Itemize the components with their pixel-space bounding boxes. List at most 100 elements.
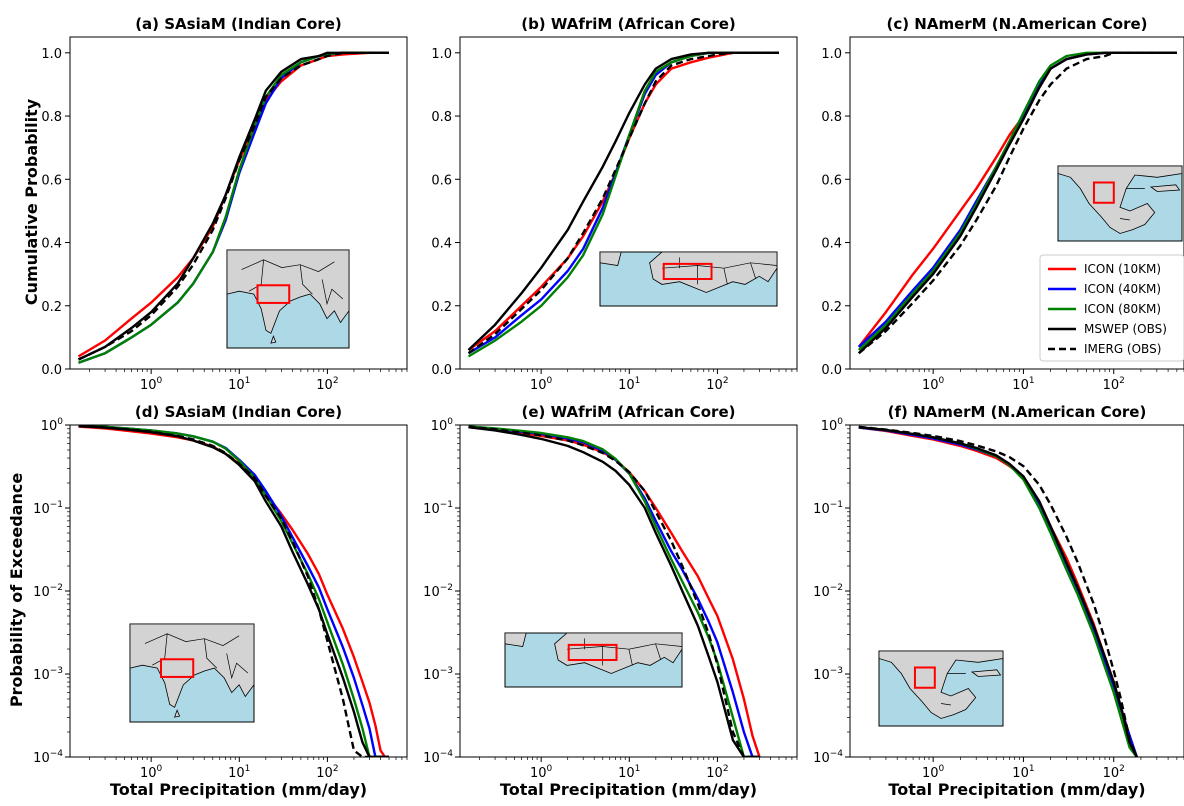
y-tick-label: 0.0: [431, 363, 452, 378]
x-tick-label: 100: [530, 764, 553, 781]
y-tick-label: 1.0: [41, 47, 62, 62]
inset-border: [241, 259, 335, 272]
legend-label: IMERG (OBS): [1084, 342, 1161, 356]
inset-map-5: [504, 632, 683, 688]
x-tick-label: 101: [228, 376, 250, 393]
y-tick-label: 0.6: [41, 173, 62, 188]
y-tick-label: 10−4: [423, 749, 453, 766]
plot-frame: [849, 424, 1184, 758]
inset-border: [723, 268, 728, 285]
y-tick-label: 100: [41, 417, 64, 434]
legend: ICON (10KM) ICON (40KM) ICON (80KM) MSWEP (…: [1039, 254, 1184, 362]
x-axis-label: Total Precipitation (mm/day): [888, 780, 1145, 799]
series-line-imerg-obs: [858, 51, 1177, 355]
inset-region-box: [662, 262, 713, 281]
inset-region-box: [913, 666, 936, 689]
inset-island: [270, 335, 277, 344]
plot-frame: [849, 36, 1184, 370]
y-tick-label: 0.4: [431, 237, 452, 252]
inset-region-box: [160, 658, 195, 678]
inset-land: [878, 650, 1004, 719]
series-line-icon-80km: [468, 425, 760, 757]
inset-land: [504, 632, 527, 647]
y-tick-label: 10−1: [33, 500, 63, 517]
inset-border: [750, 262, 757, 280]
y-tick-label: 0.2: [431, 300, 452, 315]
x-tick-label: 102: [316, 376, 338, 393]
inset-island: [1149, 184, 1181, 192]
x-tick-label: 102: [1103, 376, 1125, 393]
series-group: [467, 51, 779, 358]
x-axis-label: Total Precipitation (mm/day): [110, 780, 367, 799]
plot-frame: [459, 36, 798, 370]
inset-border: [655, 643, 662, 661]
inset-map-2: [599, 251, 778, 307]
inset-map-3: [1057, 165, 1183, 242]
legend-label: ICON (80KM): [1084, 302, 1161, 316]
y-tick-label: 0.6: [431, 173, 452, 188]
y-tick-label: 10−4: [813, 749, 843, 766]
inset-region-box: [256, 284, 291, 304]
x-tick-label: 101: [618, 376, 640, 393]
series-line-imerg-obs: [468, 425, 760, 757]
series-line-icon-80km: [78, 425, 389, 757]
y-tick-label: 100: [431, 417, 454, 434]
inset-border: [144, 633, 240, 646]
ylabel-top: Cumulative Probability: [22, 98, 41, 305]
inset-region-box: [1092, 181, 1115, 204]
inset-land: [1057, 165, 1183, 234]
x-tick-label: 100: [530, 376, 553, 393]
series-group: [468, 425, 761, 757]
inset-border: [1119, 218, 1130, 221]
y-tick-label: 10−2: [33, 583, 63, 600]
y-tick-label: 0.2: [41, 300, 62, 315]
y-tick-label: 10−2: [423, 583, 453, 600]
inset-land: [226, 249, 350, 334]
inset-region-box: [567, 643, 618, 662]
inset-land: [649, 251, 778, 293]
series-line-mswep-obs: [467, 51, 779, 351]
x-tick-label: 102: [316, 764, 338, 781]
y-tick-label: 0.0: [821, 363, 842, 378]
series-line-mswep-obs: [78, 425, 389, 757]
x-tick-label: 100: [140, 764, 163, 781]
y-tick-label: 0.8: [821, 110, 842, 125]
series-line-icon-40km: [468, 425, 760, 757]
x-tick-label: 100: [922, 764, 945, 781]
x-tick-label: 102: [706, 376, 728, 393]
y-tick-label: 1.0: [431, 47, 452, 62]
series-line-icon-40km: [467, 51, 779, 355]
y-tick-label: 0.8: [41, 110, 62, 125]
x-tick-label: 100: [922, 376, 945, 393]
plot-frame: [69, 424, 408, 758]
panel-title: (b) WAfriM (African Core): [521, 15, 736, 33]
inset-map-4: [129, 623, 255, 723]
series-line-icon-80km: [78, 51, 389, 364]
panel-1: (a) SAsiaM (Indian Core) 100 101 102 0.0 0.2 0…: [41, 15, 408, 393]
panel-6: (f) NAmerM (N.American Core) 100 101 102 10−…: [813, 403, 1184, 799]
y-tick-label: 1.0: [821, 47, 842, 62]
panel-title: (e) WAfriM (African Core): [522, 403, 736, 421]
inset-border: [204, 638, 218, 669]
panel-title: (a) SAsiaM (Indian Core): [135, 15, 342, 33]
y-tick-label: 0.4: [821, 237, 842, 252]
inset-border: [940, 703, 951, 706]
ylabel-bottom: Probability of Exceedance: [7, 473, 26, 708]
inset-map-6: [878, 650, 1004, 727]
series-line-imerg-obs: [77, 51, 389, 361]
inset-land: [129, 623, 255, 708]
y-tick-label: 10−3: [423, 666, 453, 683]
series-line-mswep-obs: [468, 426, 760, 757]
series-line-icon-10km: [468, 426, 761, 757]
x-tick-label: 101: [1012, 376, 1034, 393]
y-tick-label: 0.8: [431, 110, 452, 125]
y-tick-label: 100: [821, 417, 844, 434]
panel-3: (c) NAmerM (N.American Core) 100 101 102 0.0…: [821, 15, 1184, 393]
x-tick-label: 101: [1012, 764, 1034, 781]
series-group: [78, 425, 389, 757]
y-tick-label: 10−1: [423, 500, 453, 517]
y-tick-label: 10−2: [813, 583, 843, 600]
series-line-mswep-obs: [77, 51, 389, 361]
legend-label: ICON (40KM): [1084, 282, 1161, 296]
